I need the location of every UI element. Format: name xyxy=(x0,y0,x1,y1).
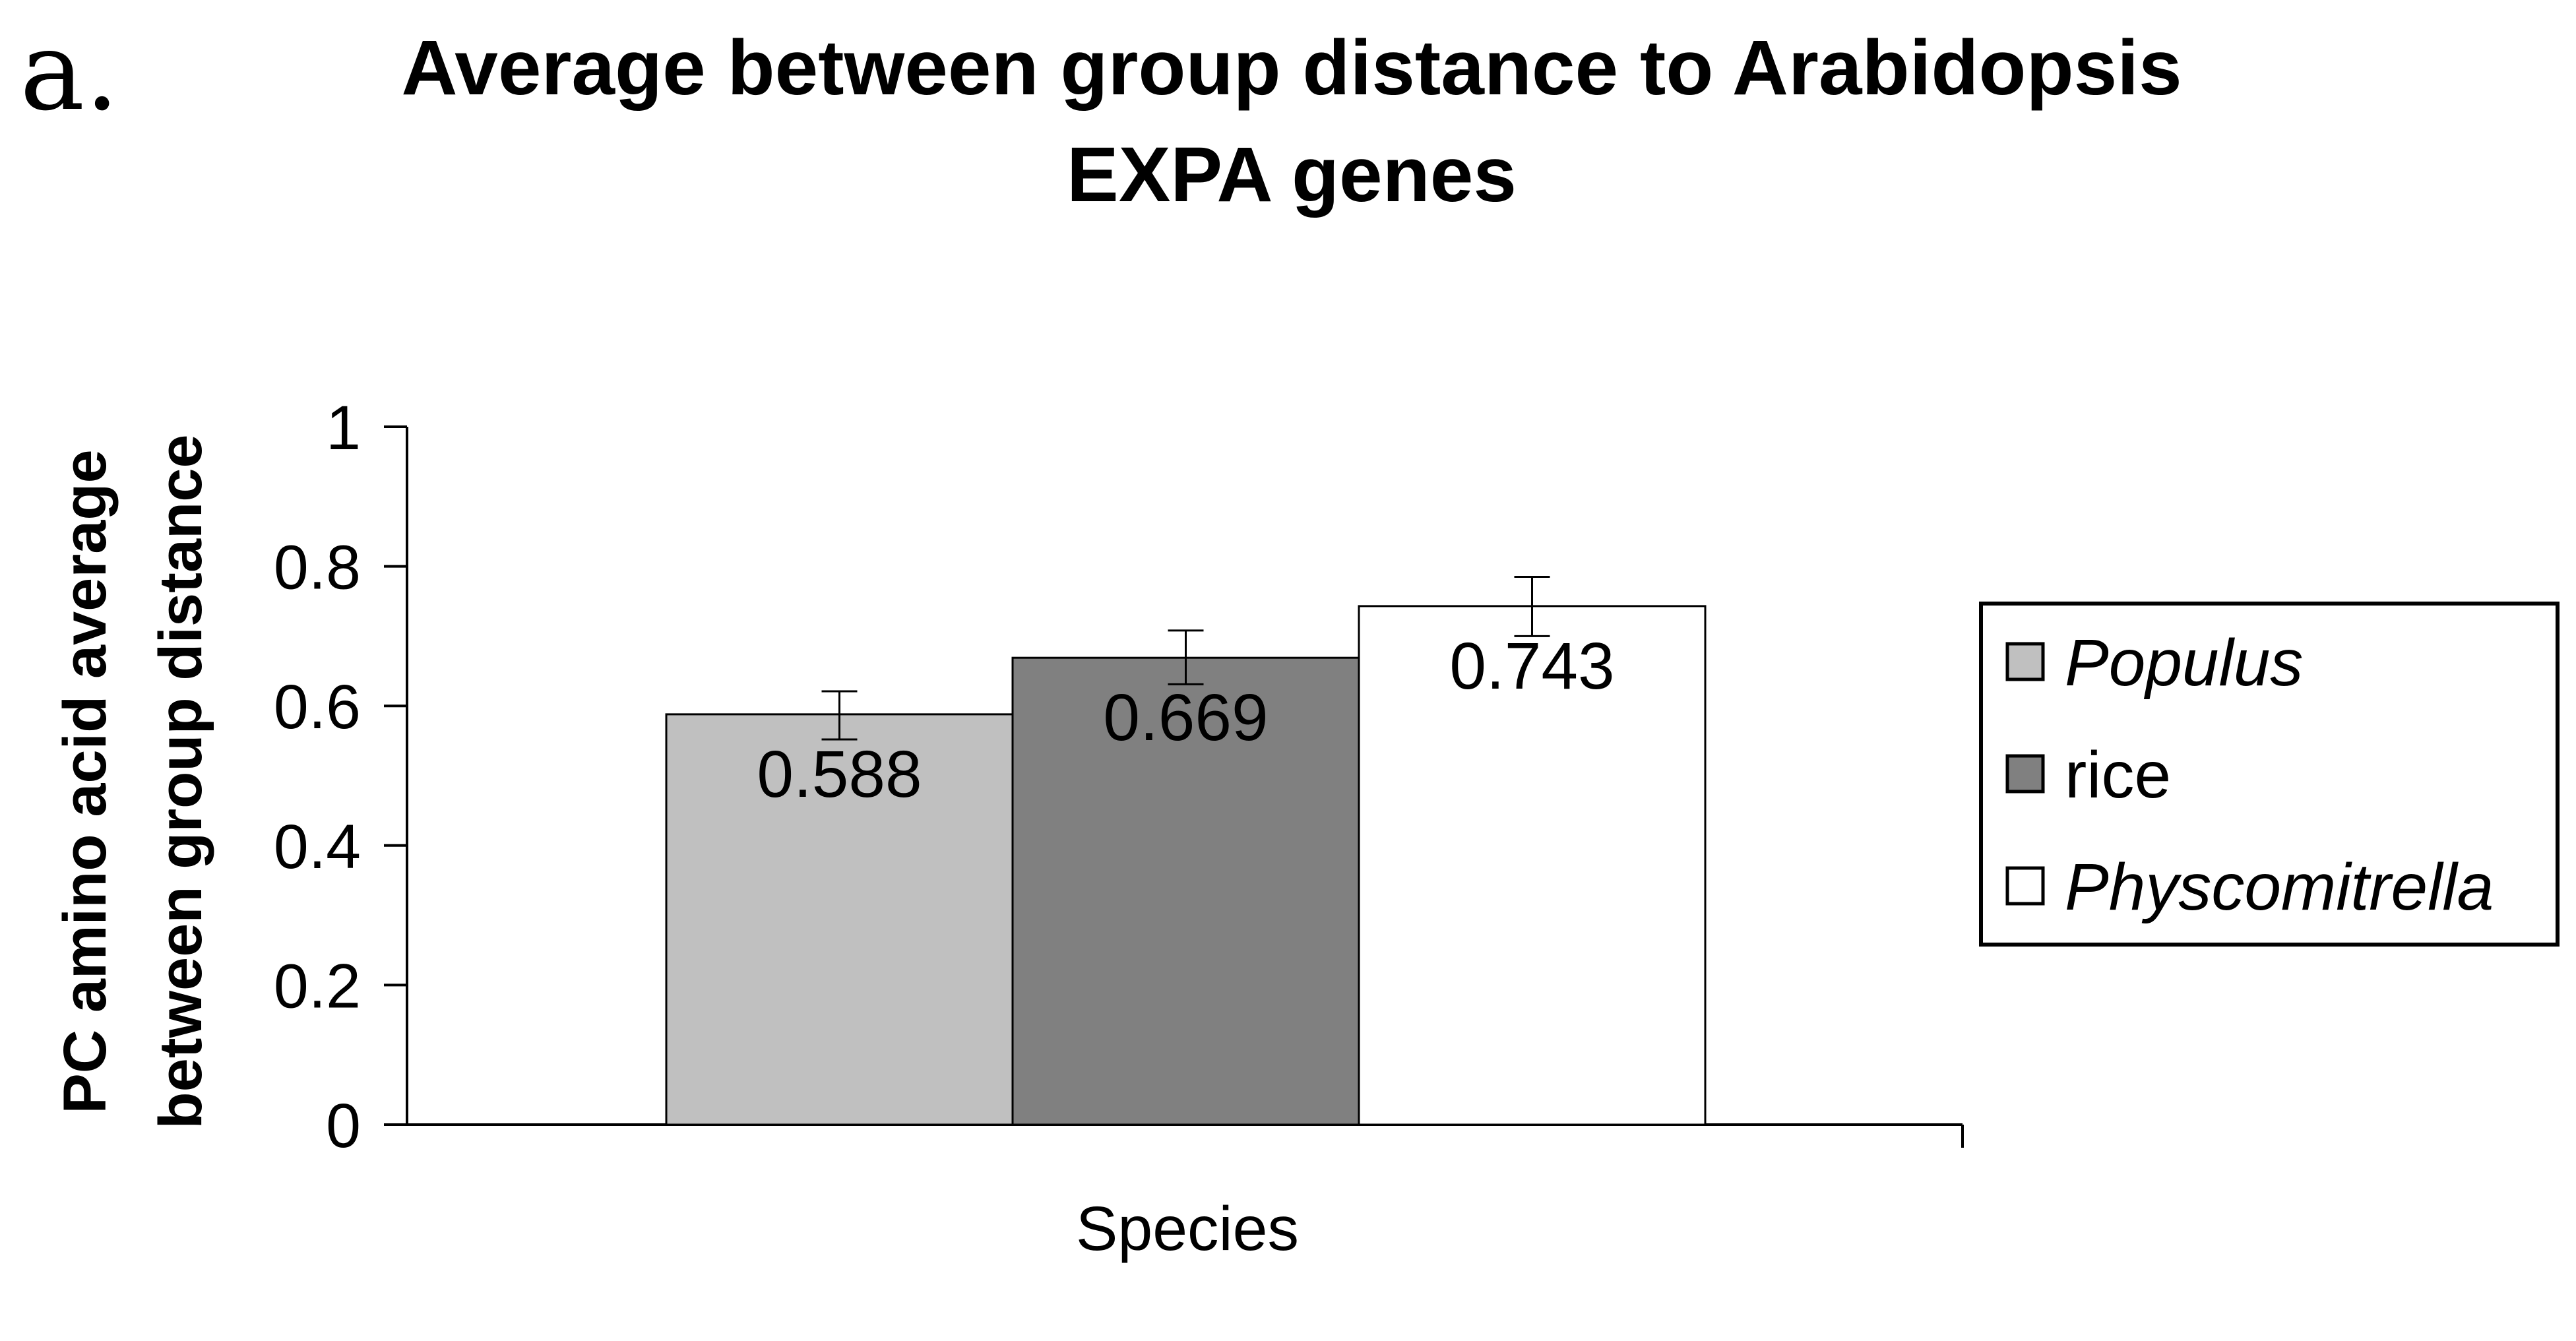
data-label-populus: 0.588 xyxy=(757,737,922,811)
bar-rice xyxy=(1011,656,1360,1126)
y-tick-label: 0.4 xyxy=(274,812,361,882)
x-axis-label: Species xyxy=(1076,1194,1299,1264)
chart-title-line-1: Average between group distance to Arabid… xyxy=(401,24,2182,111)
y-tick-label: 0 xyxy=(326,1091,361,1161)
bar-physcomitrella xyxy=(1358,605,1707,1126)
chart-title-line-2: EXPA genes xyxy=(1067,131,1517,218)
y-axis-ticks: 0 0.2 0.4 0.6 0.8 1 xyxy=(274,393,407,1161)
legend: Populus rice Physcomitrella xyxy=(2005,626,2494,924)
legend-label-rice: rice xyxy=(2065,738,2171,812)
y-axis-label-line-2: between group distance xyxy=(147,434,214,1129)
legend-box xyxy=(1979,602,2560,947)
data-label-physcomitrella: 0.743 xyxy=(1449,629,1614,703)
legend-label-physcomitrella: Physcomitrella xyxy=(2065,850,2494,924)
legend-swatch-rice xyxy=(2005,754,2045,794)
panel-label: a. xyxy=(20,8,119,135)
y-tick-label: 1 xyxy=(326,393,361,463)
legend-swatch-physcomitrella xyxy=(2005,866,2045,906)
y-axis-label-line-1: PC amino acid average xyxy=(51,449,119,1113)
legend-label-populus: Populus xyxy=(2065,626,2303,700)
legend-swatch-populus xyxy=(2005,642,2045,681)
data-label-rice: 0.669 xyxy=(1103,681,1268,755)
y-tick-label: 0.8 xyxy=(274,533,361,603)
y-tick-label: 0.6 xyxy=(274,672,361,742)
y-tick-label: 0.2 xyxy=(274,951,361,1021)
bars: 0.588 0.669 0.743 xyxy=(665,575,1707,1126)
